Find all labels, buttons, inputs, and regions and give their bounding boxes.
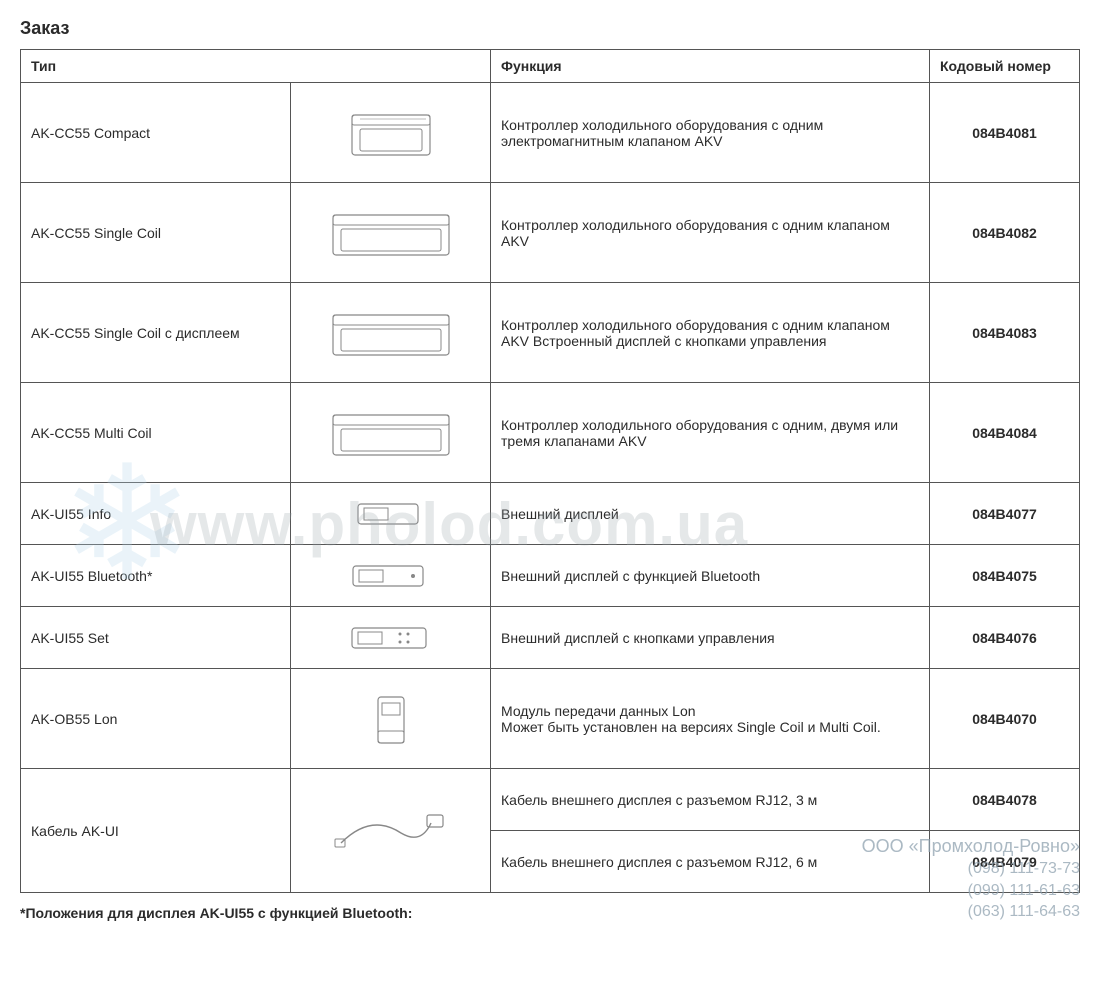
cell-code: 084B4081 [930,83,1080,183]
controller-long-icon [301,301,480,365]
table-row: AK-CC55 Single Coil с дисплеем Контроллер… [21,283,1080,383]
module-icon [301,689,480,749]
cell-type: AK-CC55 Multi Coil [21,383,291,483]
ordering-table: Тип Функция Кодовый номер AK-CC55 Compac… [20,49,1080,893]
cell-code: 084B4075 [930,545,1080,607]
cable-icon [301,803,480,859]
cell-image [291,383,491,483]
display-plain-icon [301,498,480,530]
cell-image [291,183,491,283]
controller-long-icon [301,401,480,465]
cell-func: Внешний дисплей с кнопками управления [491,607,930,669]
cell-image [291,545,491,607]
cell-type: AK-UI55 Set [21,607,291,669]
cell-code: 084B4078 [930,769,1080,831]
cell-image [291,607,491,669]
col-func-header: Функция [491,50,930,83]
table-row: AK-CC55 Single Coil Контроллер холодильно… [21,183,1080,283]
cell-func: Контроллер холодильного оборудования с о… [491,183,930,283]
cell-func: Кабель внешнего дисплея с разъемом RJ12,… [491,831,930,893]
cell-code: 084B4082 [930,183,1080,283]
col-code-header: Кодовый номер [930,50,1080,83]
cell-code: 084B4084 [930,383,1080,483]
table-row: AK-UI55 Info Внешний дисплей084B4077 [21,483,1080,545]
cell-code: 084B4083 [930,283,1080,383]
cell-type: AK-CC55 Single Coil с дисплеем [21,283,291,383]
page-title: Заказ [20,18,1080,39]
footnote: *Положения для дисплея AK-UI55 с функцие… [20,905,1080,921]
cell-code: 084B4077 [930,483,1080,545]
display-buttons-icon [301,622,480,654]
cell-code: 084B4070 [930,669,1080,769]
cell-code: 084B4076 [930,607,1080,669]
cell-func: Контроллер холодильного оборудования с о… [491,383,930,483]
controller-long-icon [301,201,480,265]
table-row: Кабель AK-UIКабель внешнего дисплея с ра… [21,769,1080,831]
table-row: AK-CC55 Multi Coil Контроллер холодильног… [21,383,1080,483]
cell-image [291,283,491,383]
table-row: AK-UI55 Bluetooth* Внешний дисплей с функ… [21,545,1080,607]
cell-type: AK-UI55 Bluetooth* [21,545,291,607]
cell-func: Внешний дисплей [491,483,930,545]
cell-func: Контроллер холодильного оборудования с о… [491,283,930,383]
cell-type: AK-OB55 Lon [21,669,291,769]
table-header-row: Тип Функция Кодовый номер [21,50,1080,83]
display-bt-icon [301,560,480,592]
cell-type: Кабель AK-UI [21,769,291,893]
cell-type: AK-CC55 Single Coil [21,183,291,283]
table-row: AK-UI55 Set Внешний дисплей с кнопками уп… [21,607,1080,669]
cell-func: Кабель внешнего дисплея с разъемом RJ12,… [491,769,930,831]
table-row: AK-OB55 Lon Модуль передачи данных LonМож… [21,669,1080,769]
col-type-header: Тип [21,50,491,83]
cell-image [291,483,491,545]
cell-image [291,769,491,893]
cell-func: Внешний дисплей с функцией Bluetooth [491,545,930,607]
cell-image [291,669,491,769]
cell-type: AK-UI55 Info [21,483,291,545]
controller-short-icon [301,101,480,165]
cell-func: Модуль передачи данных LonМожет быть уст… [491,669,930,769]
table-row: AK-CC55 Compact Контроллер холодильного о… [21,83,1080,183]
cell-code: 084B4079 [930,831,1080,893]
cell-func: Контроллер холодильного оборудования с о… [491,83,930,183]
cell-type: AK-CC55 Compact [21,83,291,183]
cell-image [291,83,491,183]
